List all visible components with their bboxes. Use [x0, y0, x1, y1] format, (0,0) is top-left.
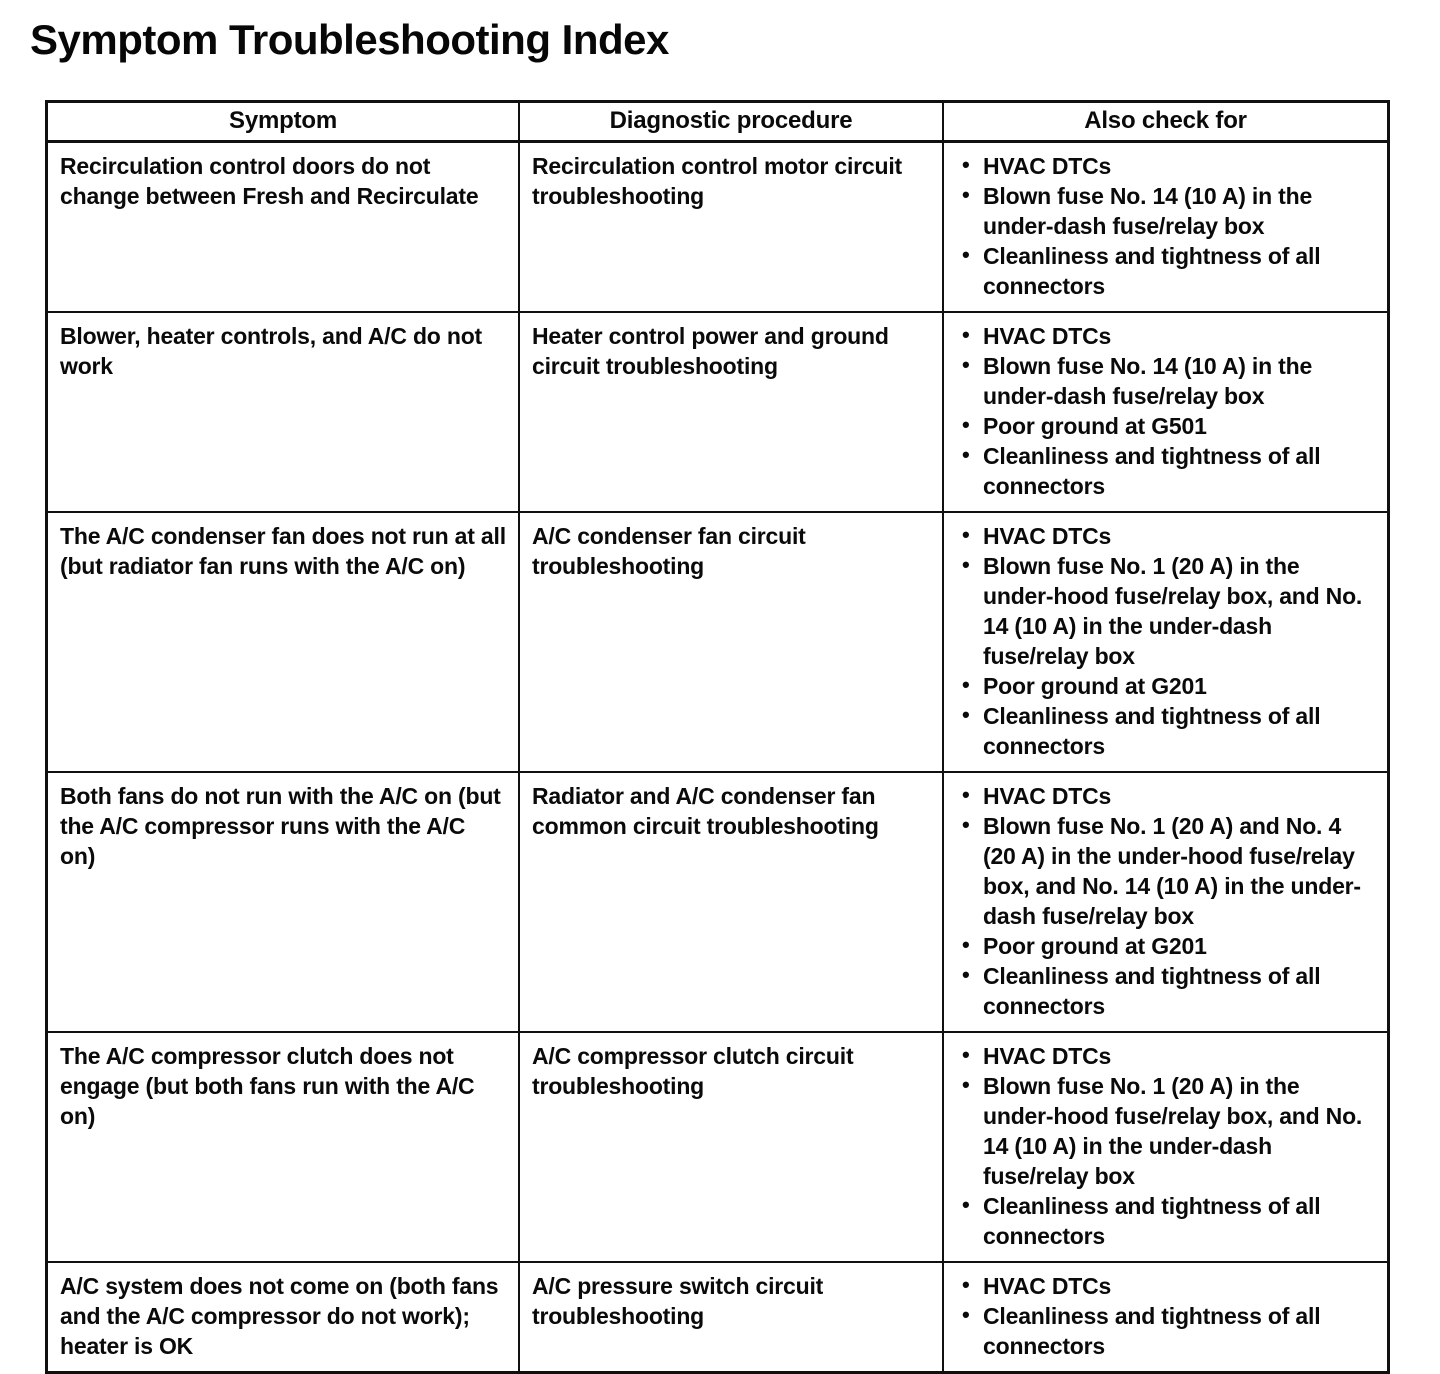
column-header-symptom: Symptom [229, 107, 337, 134]
symptom-cell: Both fans do not run with the A/C on (bu… [60, 783, 501, 869]
check-item: Blown fuse No. 14 (10 A) in the under-da… [956, 180, 1375, 241]
procedure-cell: Heater control power and ground circuit … [518, 313, 942, 511]
procedure-cell: A/C pressure switch circuit troubleshoot… [518, 1263, 942, 1371]
check-item: HVAC DTCs [956, 150, 1375, 181]
symptom-cell: Recirculation control doors do not chang… [60, 153, 479, 209]
check-item: Blown fuse No. 1 (20 A) and No. 4 (20 A)… [956, 810, 1375, 931]
symptom-cell: The A/C compressor clutch does not engag… [60, 1043, 475, 1129]
check-item: Cleanliness and tightness of all connect… [956, 440, 1375, 501]
checks-list: HVAC DTCs Blown fuse No. 1 (20 A) in the… [956, 1040, 1375, 1251]
check-item: Cleanliness and tightness of all connect… [956, 1190, 1375, 1251]
column-header-diagnostic-procedure: Diagnostic procedure [518, 103, 942, 140]
checks-list: HVAC DTCs Blown fuse No. 1 (20 A) in the… [956, 520, 1375, 761]
check-item: Cleanliness and tightness of all connect… [956, 960, 1375, 1021]
check-item: Cleanliness and tightness of all connect… [956, 240, 1375, 301]
symptom-cell: A/C system does not come on (both fans a… [60, 1273, 499, 1359]
symptom-cell: Blower, heater controls, and A/C do not … [60, 323, 483, 379]
checks-cell: HVAC DTCs Blown fuse No. 14 (10 A) in th… [942, 313, 1387, 511]
checks-list: HVAC DTCs Blown fuse No. 14 (10 A) in th… [956, 320, 1375, 501]
checks-cell: HVAC DTCs Cleanliness and tightness of a… [942, 1263, 1387, 1371]
check-item: Cleanliness and tightness of all connect… [956, 1300, 1375, 1361]
table-row: Both fans do not run with the A/C on (bu… [48, 771, 1387, 1031]
page-title: Symptom Troubleshooting Index [30, 16, 669, 63]
check-item: HVAC DTCs [956, 520, 1375, 551]
check-item: Blown fuse No. 14 (10 A) in the under-da… [956, 350, 1375, 411]
checks-list: HVAC DTCs Blown fuse No. 1 (20 A) and No… [956, 780, 1375, 1021]
procedure-cell: Recirculation control motor circuit trou… [518, 143, 942, 311]
table-row: The A/C compressor clutch does not engag… [48, 1031, 1387, 1261]
table-header-row: Symptom Diagnostic procedure Also check … [48, 103, 1387, 141]
check-item: Poor ground at G501 [956, 410, 1375, 441]
symptom-cell: The A/C condenser fan does not run at al… [60, 523, 506, 579]
check-item: Poor ground at G201 [956, 670, 1375, 701]
checks-cell: HVAC DTCs Blown fuse No. 14 (10 A) in th… [942, 143, 1387, 311]
check-item: Blown fuse No. 1 (20 A) in the under-hoo… [956, 550, 1375, 671]
check-item: HVAC DTCs [956, 780, 1375, 811]
column-header-also-check-for: Also check for [942, 103, 1387, 140]
check-item: Poor ground at G201 [956, 930, 1375, 961]
troubleshooting-table: Symptom Diagnostic procedure Also check … [45, 100, 1390, 1374]
table-row: Blower, heater controls, and A/C do not … [48, 311, 1387, 511]
table-row: Recirculation control doors do not chang… [48, 141, 1387, 311]
table-row: The A/C condenser fan does not run at al… [48, 511, 1387, 771]
document-page: Symptom Troubleshooting Index Symptom Di… [0, 0, 1440, 1282]
checks-list: HVAC DTCs Blown fuse No. 14 (10 A) in th… [956, 150, 1375, 301]
check-item: HVAC DTCs [956, 1040, 1375, 1071]
procedure-cell: A/C compressor clutch circuit troublesho… [518, 1033, 942, 1261]
check-item: Blown fuse No. 1 (20 A) in the under-hoo… [956, 1070, 1375, 1191]
checks-cell: HVAC DTCs Blown fuse No. 1 (20 A) in the… [942, 1033, 1387, 1261]
table-row: A/C system does not come on (both fans a… [48, 1261, 1387, 1371]
checks-cell: HVAC DTCs Blown fuse No. 1 (20 A) in the… [942, 513, 1387, 771]
check-item: HVAC DTCs [956, 320, 1375, 351]
procedure-cell: A/C condenser fan circuit troubleshootin… [518, 513, 942, 771]
checks-list: HVAC DTCs Cleanliness and tightness of a… [956, 1270, 1375, 1361]
checks-cell: HVAC DTCs Blown fuse No. 1 (20 A) and No… [942, 773, 1387, 1031]
procedure-cell: Radiator and A/C condenser fan common ci… [518, 773, 942, 1031]
check-item: HVAC DTCs [956, 1270, 1375, 1301]
check-item: Cleanliness and tightness of all connect… [956, 700, 1375, 761]
